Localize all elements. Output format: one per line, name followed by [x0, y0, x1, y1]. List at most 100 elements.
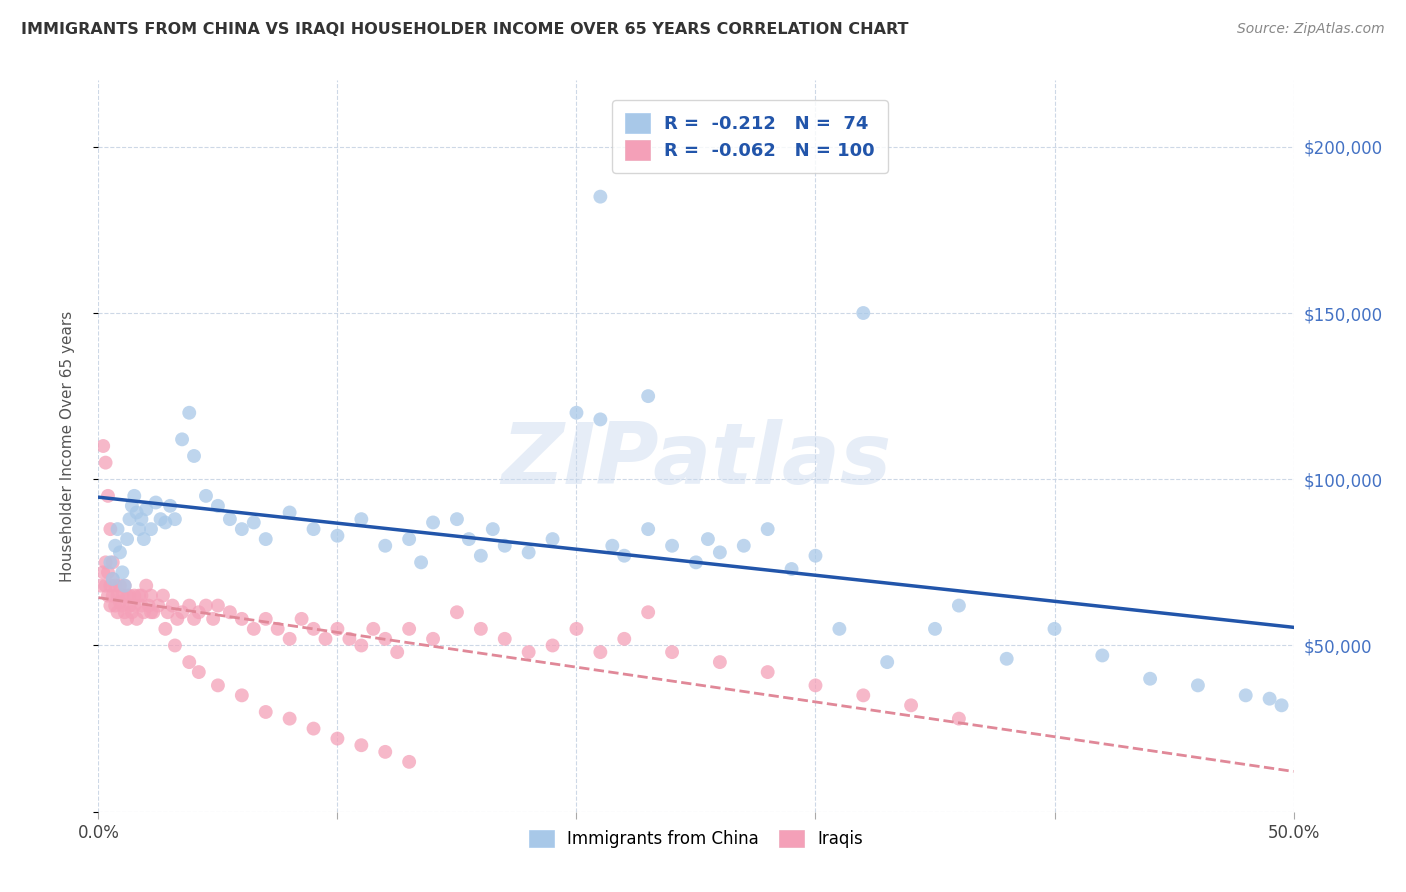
Point: [541, 532, 564, 546]
Point: [101, 572, 124, 586]
Point: [852, 306, 875, 320]
Point: [565, 406, 588, 420]
Point: [924, 622, 946, 636]
Point: [115, 612, 138, 626]
Point: [183, 612, 205, 626]
Point: [326, 731, 349, 746]
Point: [1187, 678, 1209, 692]
Point: [709, 655, 731, 669]
Point: [697, 532, 720, 546]
Point: [398, 755, 420, 769]
Point: [108, 579, 131, 593]
Point: [115, 532, 138, 546]
Point: [685, 555, 707, 569]
Point: [733, 539, 755, 553]
Point: [124, 599, 146, 613]
Point: [589, 189, 612, 203]
Point: [780, 562, 803, 576]
Text: Source: ZipAtlas.com: Source: ZipAtlas.com: [1237, 22, 1385, 37]
Point: [128, 589, 150, 603]
Point: [948, 712, 970, 726]
Point: [131, 589, 153, 603]
Point: [243, 516, 266, 530]
Point: [374, 632, 396, 646]
Point: [101, 555, 124, 569]
Point: [291, 612, 314, 626]
Point: [163, 639, 186, 653]
Point: [101, 572, 124, 586]
Point: [187, 665, 209, 679]
Point: [91, 566, 114, 580]
Point: [135, 502, 157, 516]
Point: [350, 512, 373, 526]
Point: [118, 512, 141, 526]
Point: [398, 532, 420, 546]
Point: [363, 622, 385, 636]
Point: [422, 632, 444, 646]
Point: [446, 512, 468, 526]
Point: [350, 738, 373, 752]
Point: [179, 599, 201, 613]
Point: [470, 549, 492, 563]
Point: [804, 549, 827, 563]
Point: [517, 545, 540, 559]
Point: [517, 645, 540, 659]
Point: [278, 506, 301, 520]
Point: [152, 589, 174, 603]
Point: [107, 522, 129, 536]
Point: [446, 605, 468, 619]
Point: [98, 599, 122, 613]
Point: [350, 639, 373, 653]
Point: [756, 522, 779, 536]
Point: [411, 555, 433, 569]
Point: [187, 605, 209, 619]
Point: [145, 495, 167, 509]
Point: [422, 516, 444, 530]
Point: [179, 406, 201, 420]
Point: [148, 599, 170, 613]
Point: [589, 645, 612, 659]
Point: [398, 622, 420, 636]
Point: [128, 522, 150, 536]
Point: [613, 632, 636, 646]
Point: [326, 529, 349, 543]
Point: [94, 555, 117, 569]
Point: [97, 589, 120, 603]
Point: [231, 689, 253, 703]
Point: [159, 499, 181, 513]
Point: [118, 589, 141, 603]
Point: [374, 745, 396, 759]
Point: [207, 678, 229, 692]
Point: [138, 599, 160, 613]
Point: [195, 599, 218, 613]
Point: [589, 412, 612, 426]
Point: [1258, 691, 1281, 706]
Text: ZIPatlas: ZIPatlas: [501, 419, 891, 502]
Point: [254, 705, 277, 719]
Point: [139, 522, 162, 536]
Point: [278, 632, 301, 646]
Point: [114, 579, 136, 593]
Point: [541, 639, 564, 653]
Point: [661, 645, 683, 659]
Point: [98, 579, 122, 593]
Point: [339, 632, 361, 646]
Point: [107, 589, 129, 603]
Point: [326, 622, 349, 636]
Point: [125, 506, 148, 520]
Point: [118, 599, 141, 613]
Point: [135, 579, 157, 593]
Point: [166, 612, 188, 626]
Point: [94, 579, 117, 593]
Point: [111, 589, 134, 603]
Point: [219, 512, 242, 526]
Point: [828, 622, 851, 636]
Point: [254, 532, 277, 546]
Point: [302, 622, 325, 636]
Point: [124, 489, 146, 503]
Point: [613, 549, 636, 563]
Point: [207, 499, 229, 513]
Point: [179, 655, 201, 669]
Legend: Immigrants from China, Iraqis: Immigrants from China, Iraqis: [522, 823, 870, 855]
Point: [132, 605, 155, 619]
